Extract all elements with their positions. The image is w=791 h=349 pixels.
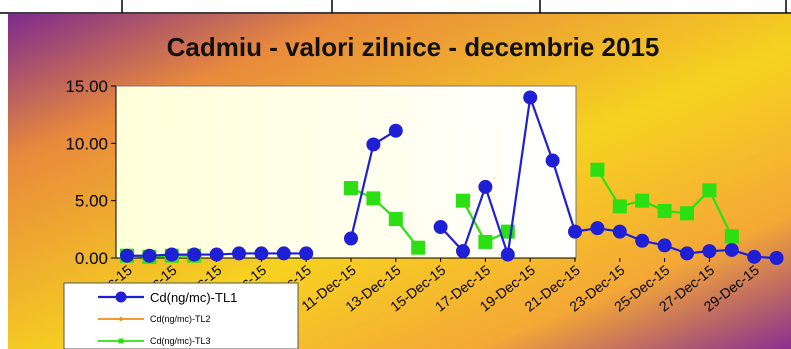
data-point — [299, 246, 314, 261]
legend-item: Cd(ng/mc)-TL3 — [98, 336, 211, 346]
data-point — [724, 229, 739, 244]
y-axis: 0.00 5.00 10.00 15.00 — [65, 77, 117, 268]
data-point — [433, 220, 448, 235]
data-point — [568, 224, 582, 239]
data-point — [612, 224, 627, 239]
series-line — [439, 97, 777, 260]
legend-label: Cd(ng/mc)-TL3 — [150, 336, 211, 346]
data-point — [590, 162, 605, 177]
data-point — [680, 206, 694, 221]
data-point — [366, 191, 381, 206]
data-point — [478, 234, 493, 249]
data-point — [657, 238, 672, 253]
data-point — [724, 242, 739, 257]
series-layer — [120, 90, 784, 265]
legend-box — [63, 282, 299, 349]
legend-item: Cd(ng/mc)-TL1 — [98, 290, 237, 305]
y-tick-label: 10.00 — [65, 134, 108, 153]
data-point — [702, 244, 717, 259]
legend-item: Cd(ng/mc)-TL2 — [98, 314, 211, 324]
series-1 — [120, 90, 784, 265]
data-point — [276, 246, 291, 261]
chart-title: Cadmiu - valori zilnice - decembrie 2015 — [167, 32, 660, 62]
y-tick-label: 5.00 — [75, 192, 108, 211]
y-tick-label: 0.00 — [75, 249, 108, 268]
legend: Cd(ng/mc)-TL1 Cd(ng/mc)-TL2 Cd(ng/mc)-TL3 — [63, 282, 299, 349]
data-point — [612, 199, 627, 214]
legend-marker — [118, 338, 124, 344]
data-point — [523, 90, 538, 105]
data-point — [388, 123, 403, 138]
data-point — [635, 233, 650, 248]
data-point — [411, 240, 426, 255]
data-point — [500, 247, 515, 262]
data-point — [366, 137, 381, 152]
top-table-strip — [0, 0, 791, 14]
legend-marker — [118, 316, 124, 322]
data-point — [635, 193, 650, 208]
data-point — [478, 179, 493, 194]
legend-label: Cd(ng/mc)-TL1 — [150, 290, 237, 305]
legend-marker — [115, 291, 127, 303]
data-point — [344, 181, 358, 196]
data-point — [187, 247, 202, 262]
data-point — [769, 251, 784, 265]
data-point — [680, 246, 694, 261]
data-point — [388, 212, 403, 227]
data-point — [142, 248, 157, 263]
data-point — [456, 193, 470, 208]
data-point — [254, 246, 269, 261]
y-tick-label: 15.00 — [65, 77, 108, 96]
data-point — [344, 231, 358, 246]
data-point — [456, 244, 470, 259]
data-point — [747, 249, 762, 264]
data-point — [164, 247, 179, 262]
data-point — [209, 247, 224, 262]
data-point — [657, 203, 672, 218]
data-point — [590, 221, 605, 236]
legend-label: Cd(ng/mc)-TL2 — [150, 314, 211, 324]
data-point — [702, 183, 717, 198]
data-point — [120, 248, 134, 263]
data-point — [232, 246, 246, 261]
data-point — [545, 153, 560, 168]
